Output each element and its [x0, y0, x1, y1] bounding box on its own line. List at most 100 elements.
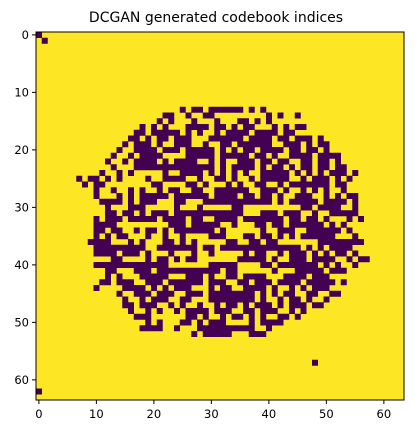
heatmap-cell	[214, 296, 221, 303]
heatmap-cell	[289, 244, 295, 251]
heatmap-cell	[277, 175, 284, 182]
heatmap-cell	[306, 221, 313, 228]
heatmap-cell	[202, 164, 209, 171]
heatmap-cell	[225, 331, 232, 337]
heatmap-cell	[243, 279, 249, 286]
heatmap-cell	[294, 216, 301, 222]
heatmap-cell	[335, 250, 341, 257]
y-tick-label: 60	[14, 373, 29, 387]
heatmap-cell	[128, 308, 134, 314]
heatmap-cell	[271, 147, 278, 153]
heatmap-cell	[266, 129, 272, 136]
heatmap-cell	[191, 216, 198, 222]
heatmap-cell	[306, 152, 313, 159]
heatmap-cell	[254, 198, 261, 205]
heatmap-cell	[162, 233, 169, 240]
plot-frame	[35, 31, 405, 401]
heatmap-cell	[260, 262, 267, 268]
heatmap-cell	[277, 250, 284, 257]
heatmap-cell	[248, 296, 255, 303]
heatmap-cell	[156, 193, 163, 199]
heatmap-cell	[162, 175, 169, 182]
heatmap-cell	[197, 319, 203, 326]
heatmap-cell	[283, 187, 290, 194]
heatmap-cell	[260, 273, 267, 280]
heatmap-cell	[289, 308, 295, 314]
heatmap-cell	[237, 152, 244, 159]
heatmap-cell	[346, 244, 353, 251]
heatmap-cell	[329, 198, 336, 205]
heatmap-cell	[248, 198, 255, 205]
heatmap-cell	[254, 152, 261, 159]
heatmap-cell	[271, 308, 278, 314]
heatmap-cell	[139, 141, 146, 148]
heatmap-cell	[225, 129, 232, 136]
heatmap-cell	[139, 193, 146, 199]
heatmap-cell	[312, 359, 318, 366]
heatmap-cell	[237, 244, 244, 251]
heatmap-cell	[174, 325, 180, 332]
heatmap-cell	[266, 233, 272, 240]
heatmap-cell	[260, 227, 267, 234]
heatmap-cell	[133, 250, 140, 257]
heatmap-cell	[110, 227, 117, 234]
heatmap-cell	[162, 290, 169, 297]
heatmap-cell	[340, 279, 347, 286]
heatmap-cell	[225, 216, 232, 222]
heatmap-cell	[145, 216, 152, 222]
heatmap-cell	[87, 175, 94, 182]
heatmap-cell	[289, 285, 295, 291]
heatmap-cell	[156, 267, 163, 274]
heatmap-cell	[220, 285, 226, 291]
heatmap-cell	[179, 296, 186, 303]
heatmap-cell	[306, 193, 313, 199]
heatmap-cell	[243, 308, 249, 314]
y-tick-label: 30	[14, 200, 29, 214]
heatmap-cell	[243, 141, 249, 148]
heatmap-cell	[139, 262, 146, 268]
heatmap-cell	[248, 158, 255, 165]
heatmap-cell	[317, 164, 324, 171]
heatmap-cell	[174, 147, 180, 153]
heatmap-cell	[225, 187, 232, 194]
heatmap-cell	[254, 244, 261, 251]
heatmap-cell	[128, 262, 134, 268]
heatmap-cell	[289, 164, 295, 171]
heatmap-cell	[260, 181, 267, 188]
heatmap-cell	[93, 285, 100, 291]
heatmap-cell	[185, 308, 192, 314]
heatmap-cell	[133, 158, 140, 165]
heatmap-cell	[289, 233, 295, 240]
heatmap-cell	[162, 216, 169, 222]
heatmap-cell	[329, 210, 336, 217]
heatmap-cell	[139, 164, 146, 171]
heatmap-cell	[289, 152, 295, 159]
heatmap-cell	[248, 216, 255, 222]
heatmap-cell	[168, 250, 175, 257]
heatmap-cell	[300, 262, 307, 268]
heatmap-cell	[294, 135, 301, 142]
heatmap-cell	[271, 319, 278, 326]
heatmap-cell	[197, 273, 203, 280]
heatmap-cell	[185, 193, 192, 199]
heatmap-cell	[156, 181, 163, 188]
heatmap-cell	[145, 313, 152, 320]
heatmap-cell	[191, 239, 198, 245]
heatmap-cell	[116, 147, 123, 153]
heatmap-cell	[294, 262, 301, 268]
heatmap-cell	[352, 262, 359, 268]
heatmap-cell	[197, 227, 203, 234]
heatmap-cell	[145, 273, 152, 280]
heatmap-cell	[156, 152, 163, 159]
heatmap-cell	[105, 175, 111, 182]
heatmap-cell	[254, 302, 261, 309]
heatmap-cell	[231, 204, 238, 211]
heatmap-cell	[105, 239, 111, 245]
heatmap-cell	[294, 193, 301, 199]
heatmap-cell	[191, 290, 198, 297]
heatmap-cell	[306, 135, 313, 142]
heatmap-cell	[105, 273, 111, 280]
heatmap-cell	[156, 164, 163, 171]
heatmap-cell	[225, 152, 232, 159]
heatmap-cell	[260, 244, 267, 251]
